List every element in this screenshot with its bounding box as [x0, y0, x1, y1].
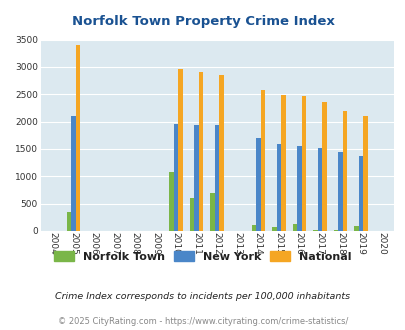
Bar: [321, 102, 326, 231]
Bar: [337, 152, 342, 231]
Bar: [280, 95, 285, 231]
Bar: [358, 156, 362, 231]
Bar: [256, 138, 260, 231]
Bar: [169, 172, 173, 231]
Bar: [251, 225, 256, 231]
Bar: [317, 148, 321, 231]
Bar: [333, 230, 337, 231]
Bar: [292, 224, 296, 231]
Bar: [66, 213, 71, 231]
Bar: [194, 125, 198, 231]
Bar: [271, 227, 276, 231]
Text: © 2025 CityRating.com - https://www.cityrating.com/crime-statistics/: © 2025 CityRating.com - https://www.city…: [58, 317, 347, 326]
Bar: [260, 90, 264, 231]
Bar: [214, 125, 219, 231]
Bar: [173, 124, 178, 231]
Bar: [276, 144, 280, 231]
Bar: [178, 69, 183, 231]
Bar: [312, 230, 317, 231]
Bar: [190, 198, 194, 231]
Text: Norfolk Town Property Crime Index: Norfolk Town Property Crime Index: [71, 15, 334, 28]
Bar: [301, 96, 305, 231]
Text: Crime Index corresponds to incidents per 100,000 inhabitants: Crime Index corresponds to incidents per…: [55, 292, 350, 301]
Bar: [362, 116, 367, 231]
Bar: [198, 72, 203, 231]
Legend: Norfolk Town, New York, National: Norfolk Town, New York, National: [50, 247, 355, 267]
Bar: [342, 111, 346, 231]
Bar: [75, 45, 80, 231]
Bar: [219, 75, 224, 231]
Bar: [210, 193, 214, 231]
Bar: [353, 225, 358, 231]
Bar: [296, 146, 301, 231]
Bar: [71, 116, 75, 231]
